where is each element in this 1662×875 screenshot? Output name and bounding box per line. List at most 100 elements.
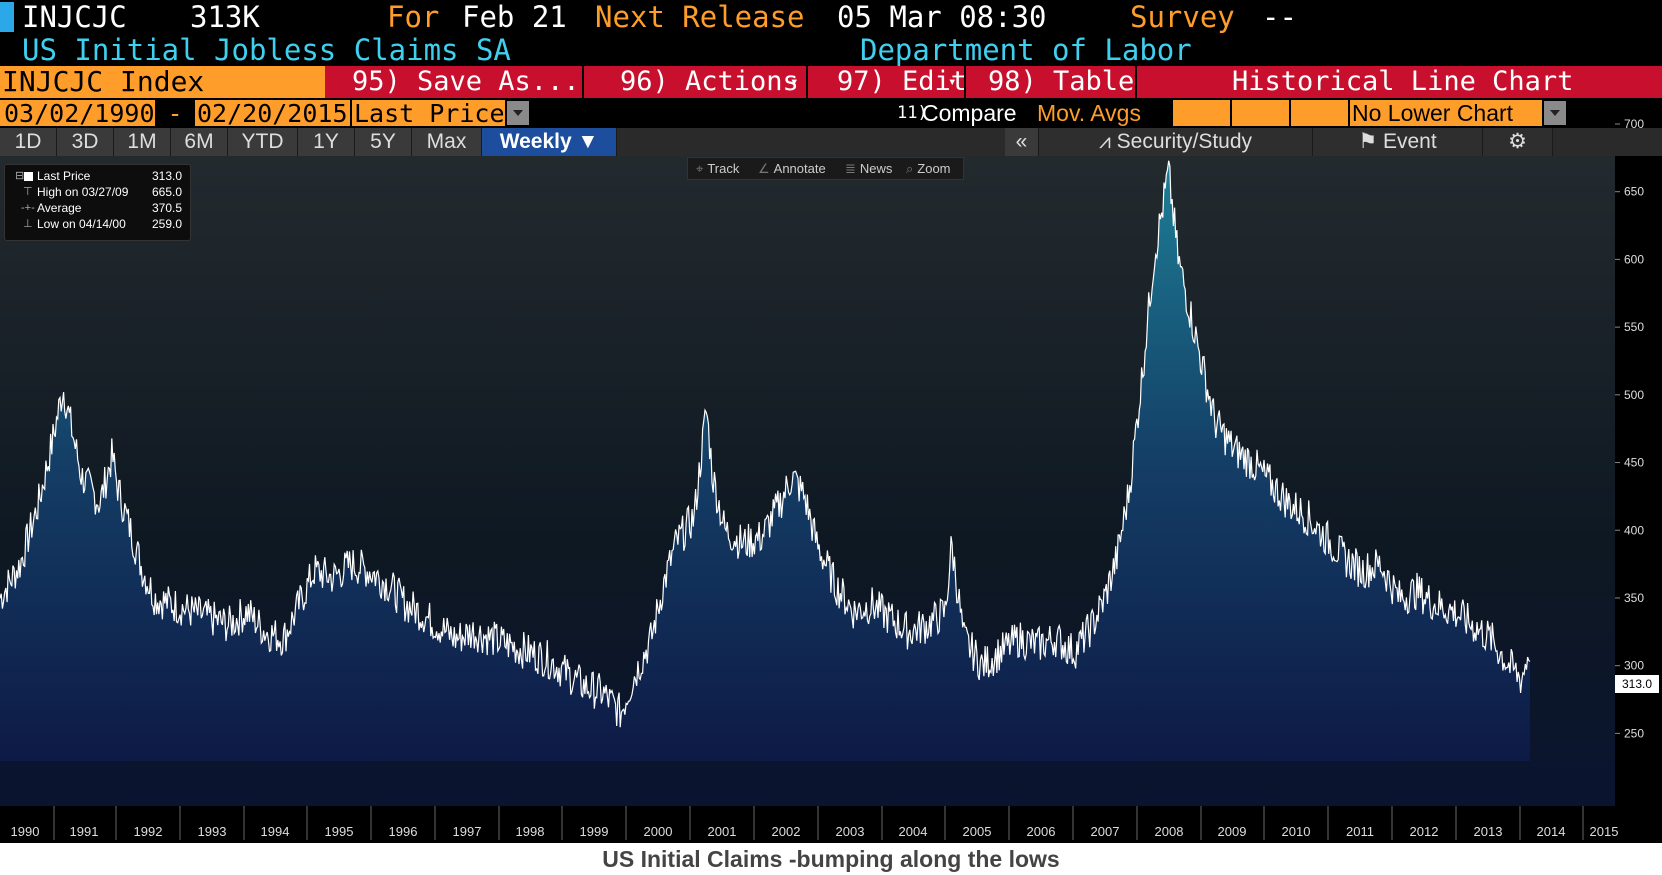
- average-marker-icon: -+-: [21, 202, 35, 214]
- ticker: INJCJC: [22, 0, 127, 34]
- x-tick-label: 1997: [453, 824, 482, 839]
- save-as-button[interactable]: 95) Save As...: [352, 66, 580, 97]
- event-label: Event: [1382, 130, 1437, 153]
- zoom-button[interactable]: ⌕ Zoom: [906, 161, 951, 176]
- y-tick-label: 450: [1624, 456, 1644, 470]
- x-tick-label: 2000: [644, 824, 673, 839]
- y-tick-label: 500: [1624, 388, 1644, 402]
- compare-slot-2[interactable]: [1232, 100, 1289, 126]
- description-row: US Initial Jobless Claims SA Department …: [0, 33, 1662, 67]
- x-tick-label: 2004: [899, 824, 928, 839]
- x-tick-label: 2006: [1027, 824, 1056, 839]
- x-tick-label: 2007: [1091, 824, 1120, 839]
- period-tab-max[interactable]: Max: [412, 128, 482, 156]
- x-tick-label: 2002: [772, 824, 801, 839]
- edit-button[interactable]: 97) Edit: [837, 66, 968, 97]
- y-tick-label: 550: [1624, 320, 1644, 334]
- last-value: 313K: [190, 0, 260, 34]
- security-header: INJCJC 313K For Feb 21 Next Release 05 M…: [0, 0, 1662, 34]
- end-date-field[interactable]: 02/20/2015: [195, 100, 350, 127]
- legend-average: -+- Average 370.5: [21, 201, 182, 215]
- y-tick-label: 250: [1624, 726, 1644, 740]
- survey-label: Survey: [1130, 0, 1235, 34]
- period-tab-5y[interactable]: 5Y: [355, 128, 412, 156]
- compare-label[interactable]: Compare: [922, 100, 1017, 126]
- survey-value: --: [1262, 0, 1297, 34]
- x-tick-label: 2012: [1410, 824, 1439, 839]
- period-tab-ytd[interactable]: YTD: [228, 128, 298, 156]
- x-tick-label: 1998: [516, 824, 545, 839]
- chart-type-title: Historical Line Chart: [1232, 66, 1574, 97]
- x-tick-label: 2009: [1218, 824, 1247, 839]
- last-value-tag: 313.0: [1615, 675, 1659, 693]
- table-button[interactable]: 98) Table: [988, 66, 1135, 97]
- lower-chart-select[interactable]: No Lower Chart: [1350, 100, 1542, 126]
- field-select[interactable]: Last Price: [352, 99, 505, 128]
- legend-last-price: ⊟ Last Price 313.0: [15, 169, 182, 183]
- x-tick-label: 2011: [1346, 824, 1374, 839]
- chart-legend[interactable]: ⊟ Last Price 313.0 ⊤ High on 03/27/09 665.…: [4, 164, 191, 241]
- x-tick-label: 1990: [11, 824, 40, 839]
- y-axis-panel: [1615, 156, 1662, 806]
- security-study-label: Security/Study: [1116, 130, 1253, 153]
- price-chart[interactable]: 250 300 350 400 450 500 550 600 650 700 1990 1991 1…: [0, 0, 1662, 843]
- mov-avgs-button[interactable]: Mov. Avgs: [1037, 100, 1141, 126]
- x-tick-label: 2008: [1155, 824, 1184, 839]
- start-date-field[interactable]: 03/02/1990: [0, 100, 155, 127]
- x-tick-label: 1992: [134, 824, 163, 839]
- y-tick-label: 700: [1624, 117, 1644, 131]
- event-button[interactable]: ⚑ Event: [1313, 128, 1483, 156]
- security-study-button[interactable]: ⩘ Security/Study: [1039, 128, 1313, 156]
- period-tab-1d[interactable]: 1D: [0, 128, 57, 156]
- news-button[interactable]: ≣ News: [845, 161, 893, 176]
- y-tick-label: 350: [1624, 591, 1644, 605]
- index-field[interactable]: INJCJC Index: [0, 66, 325, 98]
- annotate-button[interactable]: ∠ Annotate: [758, 161, 826, 176]
- period-tab-weekly[interactable]: Weekly ▼: [482, 128, 617, 156]
- x-tick-label: 1994: [261, 824, 290, 839]
- y-tick-label: 600: [1624, 252, 1644, 266]
- x-tick-label: 2015: [1590, 824, 1619, 839]
- compare-slot-1[interactable]: [1173, 100, 1230, 126]
- series-swatch: [24, 172, 33, 181]
- x-tick-label: 2013: [1474, 824, 1503, 839]
- field-dropdown-icon[interactable]: [507, 101, 529, 125]
- magnifier-icon: ⌕: [906, 161, 914, 176]
- x-tick-label: 2001: [708, 824, 737, 839]
- chart-caption: US Initial Claims -bumping along the low…: [0, 843, 1662, 875]
- x-tick-label: 1995: [325, 824, 354, 839]
- area-fill: [0, 160, 1530, 761]
- chart-toolbar: ⌖ Track ∠ Annotate ≣ News ⌕ Zoom: [687, 157, 964, 180]
- collapse-box-icon: ⊟: [15, 170, 25, 182]
- period-tab-1m[interactable]: 1M: [114, 128, 171, 156]
- period-tab-1y[interactable]: 1Y: [298, 128, 355, 156]
- pencil-icon: ∠: [758, 161, 770, 176]
- source: Department of Labor: [860, 33, 1192, 67]
- legend-low: ⊥ Low on 04/14/00 259.0: [23, 217, 182, 231]
- period-tab-6m[interactable]: 6M: [171, 128, 228, 156]
- cursor-marker: [0, 2, 14, 32]
- next-release-label: Next Release: [595, 0, 805, 34]
- compare-number: 11): [897, 103, 928, 123]
- compare-slot-3[interactable]: [1291, 100, 1348, 126]
- study-icon: ⩘: [1098, 130, 1117, 153]
- period-tab-3d[interactable]: 3D: [57, 128, 114, 156]
- high-marker-icon: ⊤: [23, 186, 33, 198]
- gear-icon[interactable]: ⚙: [1483, 128, 1553, 156]
- x-tick-label: 2014: [1537, 824, 1566, 839]
- x-tick-label: 1999: [580, 824, 609, 839]
- y-tick-label: 650: [1624, 185, 1644, 199]
- track-button[interactable]: ⌖ Track: [696, 161, 740, 176]
- x-tick-label: 1996: [389, 824, 418, 839]
- for-date: Feb 21: [462, 0, 567, 34]
- y-tick-label: 300: [1624, 659, 1644, 673]
- actions-button[interactable]: 96) Actions: [620, 66, 799, 97]
- date-dash: -: [157, 100, 193, 127]
- edit-dropdown-icon: ▾: [948, 74, 957, 90]
- crosshair-icon: ⌖: [696, 161, 704, 176]
- for-label: For: [387, 0, 440, 34]
- lower-chart-dropdown-icon[interactable]: [1544, 101, 1566, 125]
- y-tick-label: 400: [1624, 523, 1644, 537]
- collapse-button[interactable]: «: [1005, 128, 1039, 156]
- x-tick-label: 1991: [70, 824, 99, 839]
